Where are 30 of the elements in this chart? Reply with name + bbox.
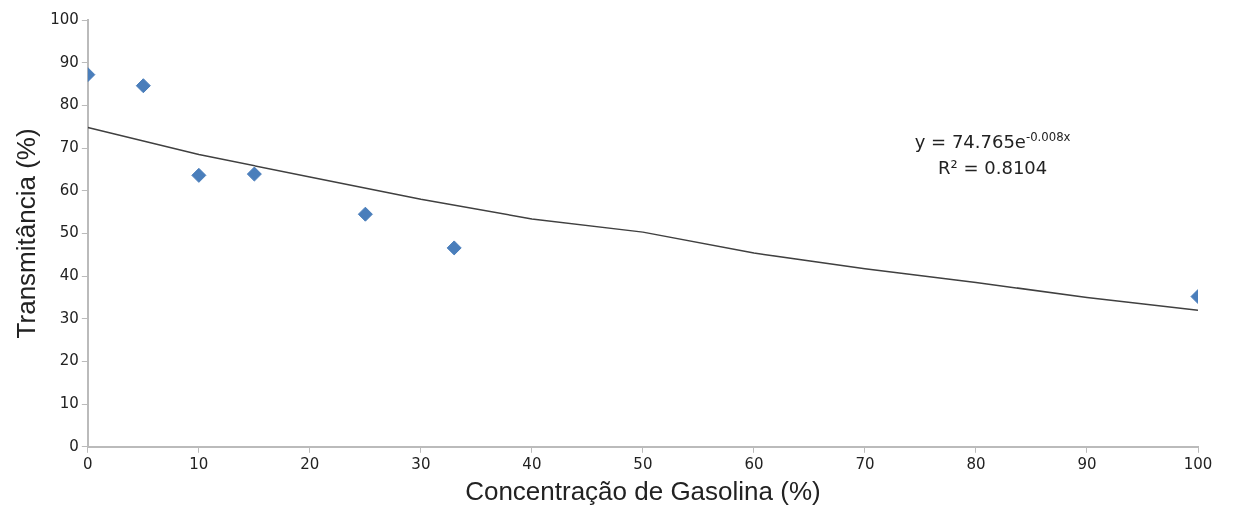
point	[135, 78, 151, 94]
y-tick-label: 0	[69, 436, 79, 455]
y-tick-label: 70	[59, 137, 79, 156]
x-tick-label: 90	[1077, 454, 1097, 473]
y-tick-label: 20	[59, 351, 79, 370]
x-tick-label: 80	[966, 454, 986, 473]
y-tick-label: 60	[59, 180, 79, 199]
point	[357, 206, 373, 222]
x-axis-title: Concentração de Gasolina (%)	[465, 475, 821, 506]
y-tick-label: 90	[59, 52, 79, 71]
point	[446, 240, 462, 256]
y-tick-label: 80	[59, 95, 79, 114]
x-tick-label: 50	[633, 454, 653, 473]
y-tick-label: 10	[59, 394, 79, 413]
annotation: R² = 0.8104	[938, 157, 1048, 179]
y-tick-label: 50	[59, 223, 79, 242]
x-tick-label: 100	[1183, 454, 1213, 473]
x-tick-label: 60	[744, 454, 764, 473]
x-tick-label: 70	[855, 454, 875, 473]
y-tick-label: 40	[59, 265, 79, 284]
point	[246, 166, 262, 182]
x-tick-label: 10	[189, 454, 209, 473]
x-tick-label: 30	[411, 454, 431, 473]
y-tick-label: 100	[50, 9, 79, 28]
y-axis-title: Transmitância (%)	[10, 128, 41, 339]
x-tick-label: 20	[300, 454, 320, 473]
point	[191, 167, 207, 183]
x-tick-label: 0	[83, 454, 93, 473]
y-tick-label: 30	[59, 308, 79, 327]
x-tick-label: 40	[522, 454, 542, 473]
